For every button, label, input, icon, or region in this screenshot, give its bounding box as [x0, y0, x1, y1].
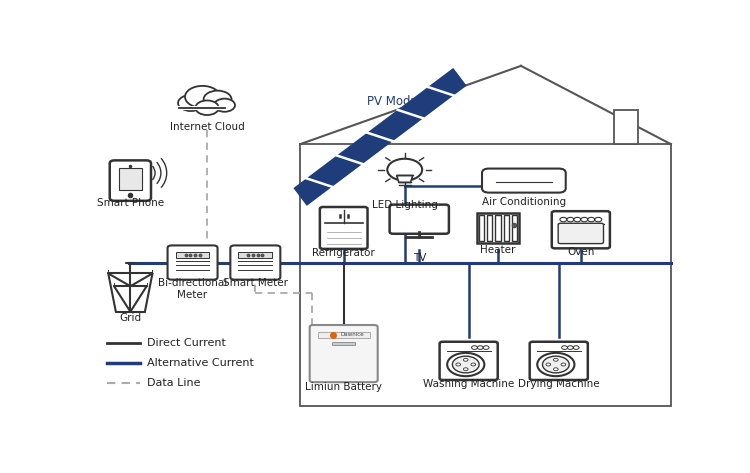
Text: Smart Meter: Smart Meter [223, 278, 288, 288]
FancyBboxPatch shape [320, 207, 368, 249]
Circle shape [196, 100, 219, 115]
Bar [478, 215, 484, 241]
Circle shape [568, 346, 573, 350]
Text: Smart Phone: Smart Phone [97, 198, 164, 208]
Circle shape [595, 218, 602, 222]
Bar [176, 252, 209, 258]
Text: Refrigerator: Refrigerator [312, 247, 375, 258]
FancyBboxPatch shape [167, 245, 217, 280]
Circle shape [561, 363, 566, 366]
Text: Drying Machine: Drying Machine [518, 379, 599, 389]
Text: Internet Cloud: Internet Cloud [170, 123, 244, 132]
Text: TV: TV [413, 254, 426, 263]
FancyBboxPatch shape [389, 205, 449, 234]
Circle shape [574, 218, 580, 222]
Circle shape [542, 356, 569, 373]
Circle shape [588, 218, 595, 222]
Text: Bi-directional
Meter: Bi-directional Meter [158, 278, 227, 300]
Circle shape [185, 86, 220, 108]
Bar [495, 215, 501, 241]
Circle shape [537, 353, 574, 376]
Text: PV Module: PV Module [367, 95, 428, 108]
Bar [179, 104, 224, 114]
Text: Oven: Oven [567, 247, 595, 257]
Circle shape [464, 368, 468, 371]
Circle shape [387, 159, 422, 181]
Text: Data Line: Data Line [147, 378, 201, 388]
Text: LED Lighting: LED Lighting [372, 200, 438, 210]
Bar [118, 168, 142, 190]
Circle shape [452, 356, 479, 373]
FancyBboxPatch shape [110, 160, 151, 201]
Circle shape [580, 218, 588, 222]
Bar [238, 252, 272, 258]
Circle shape [203, 91, 232, 108]
Text: Air Conditioning: Air Conditioning [482, 197, 566, 207]
Circle shape [214, 99, 235, 112]
Circle shape [477, 346, 483, 350]
FancyBboxPatch shape [482, 168, 566, 193]
FancyBboxPatch shape [440, 342, 498, 380]
Bar [318, 332, 370, 338]
Circle shape [178, 95, 203, 111]
Circle shape [567, 218, 574, 222]
Bar [332, 342, 356, 345]
FancyBboxPatch shape [310, 325, 378, 382]
Circle shape [483, 346, 489, 350]
Polygon shape [397, 175, 412, 183]
Bar [614, 110, 638, 144]
Text: Limiun Battery: Limiun Battery [305, 382, 382, 392]
Bar [504, 215, 509, 241]
Text: Grid: Grid [119, 313, 142, 323]
Bar [300, 144, 671, 406]
Text: Washing Machine: Washing Machine [423, 379, 514, 389]
Circle shape [456, 363, 460, 366]
Bar [477, 213, 519, 243]
Text: Dawnice: Dawnice [340, 333, 364, 337]
FancyBboxPatch shape [530, 342, 588, 380]
FancyBboxPatch shape [552, 211, 610, 248]
Circle shape [546, 363, 550, 366]
Circle shape [560, 218, 567, 222]
Circle shape [554, 359, 558, 361]
Circle shape [464, 359, 468, 361]
Bar [487, 215, 492, 241]
Circle shape [573, 346, 579, 350]
FancyBboxPatch shape [230, 245, 280, 280]
Circle shape [471, 363, 476, 366]
Text: Alternative Current: Alternative Current [147, 358, 254, 368]
Text: Direct Current: Direct Current [147, 338, 226, 348]
Circle shape [554, 368, 558, 371]
FancyBboxPatch shape [558, 223, 604, 244]
Circle shape [472, 346, 477, 350]
Circle shape [447, 353, 485, 376]
Circle shape [562, 346, 568, 350]
Bar [512, 215, 517, 241]
Text: Heater: Heater [480, 245, 515, 254]
